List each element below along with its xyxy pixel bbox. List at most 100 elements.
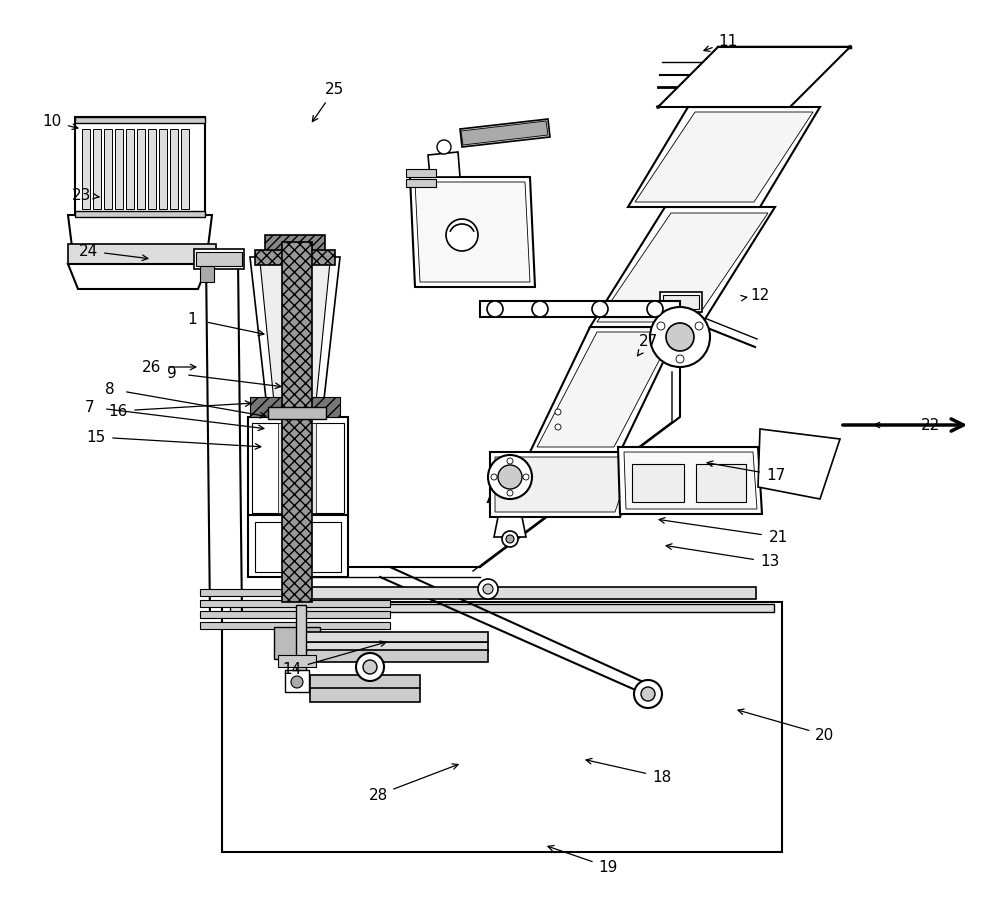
Bar: [248, 417, 348, 517]
Polygon shape: [590, 207, 775, 327]
Text: 28: 28: [368, 787, 388, 803]
Bar: [632, 464, 684, 502]
Bar: [93, 129, 101, 209]
Text: 27: 27: [638, 335, 658, 349]
Bar: [126, 129, 134, 209]
Bar: [82, 129, 90, 209]
Bar: [104, 129, 112, 209]
Polygon shape: [68, 264, 208, 289]
Bar: [278, 655, 316, 667]
Bar: [194, 249, 244, 269]
Polygon shape: [260, 262, 330, 412]
Bar: [268, 407, 326, 419]
Circle shape: [291, 676, 303, 688]
Circle shape: [356, 653, 384, 681]
Polygon shape: [490, 452, 640, 517]
Circle shape: [555, 424, 561, 430]
Polygon shape: [410, 177, 535, 287]
Bar: [68, 244, 216, 264]
Text: 18: 18: [652, 769, 672, 785]
Bar: [278, 423, 316, 513]
Circle shape: [491, 474, 497, 480]
Bar: [75, 211, 205, 217]
Bar: [298, 642, 488, 652]
Text: 23: 23: [72, 188, 92, 202]
Circle shape: [437, 140, 451, 154]
Bar: [137, 129, 145, 209]
Polygon shape: [495, 457, 634, 512]
Text: 10: 10: [42, 114, 62, 130]
Polygon shape: [250, 257, 340, 417]
Text: 7: 7: [85, 399, 95, 414]
Circle shape: [363, 660, 377, 674]
Bar: [222, 602, 782, 852]
Bar: [115, 129, 123, 209]
Bar: [75, 117, 205, 217]
Bar: [200, 600, 390, 607]
Bar: [296, 587, 756, 599]
Bar: [230, 604, 774, 612]
Circle shape: [695, 322, 703, 330]
Circle shape: [446, 219, 478, 251]
Text: 9: 9: [167, 366, 177, 381]
Polygon shape: [415, 182, 530, 282]
Bar: [282, 242, 312, 602]
Text: 21: 21: [768, 530, 788, 544]
Circle shape: [532, 301, 548, 317]
Circle shape: [634, 680, 662, 708]
Bar: [406, 179, 436, 187]
Bar: [663, 295, 699, 309]
Bar: [170, 129, 178, 209]
Bar: [148, 129, 156, 209]
Polygon shape: [460, 119, 550, 147]
Bar: [255, 522, 341, 572]
Bar: [310, 675, 420, 689]
Polygon shape: [493, 480, 564, 499]
Polygon shape: [658, 47, 850, 107]
Text: 11: 11: [718, 34, 738, 50]
Bar: [660, 292, 702, 312]
Bar: [480, 301, 680, 317]
Circle shape: [592, 301, 608, 317]
Circle shape: [487, 301, 503, 317]
Polygon shape: [250, 397, 340, 417]
Text: 8: 8: [105, 382, 115, 396]
Polygon shape: [428, 152, 460, 177]
Bar: [75, 117, 205, 123]
Polygon shape: [68, 215, 212, 247]
Bar: [285, 670, 309, 692]
Circle shape: [650, 307, 710, 367]
Circle shape: [483, 584, 493, 594]
Bar: [406, 169, 436, 177]
Bar: [159, 129, 167, 209]
Circle shape: [676, 355, 684, 363]
Bar: [255, 250, 335, 265]
Bar: [200, 589, 390, 596]
Bar: [200, 622, 390, 629]
Circle shape: [523, 474, 529, 480]
Text: 16: 16: [108, 404, 128, 418]
Polygon shape: [461, 121, 548, 145]
Text: 22: 22: [920, 417, 940, 433]
Text: 19: 19: [598, 860, 618, 874]
Polygon shape: [635, 112, 813, 202]
Circle shape: [507, 490, 513, 496]
Text: 25: 25: [325, 82, 345, 96]
Bar: [298, 650, 488, 662]
Bar: [248, 515, 348, 577]
Circle shape: [502, 531, 518, 547]
Text: 12: 12: [750, 288, 770, 303]
Polygon shape: [494, 517, 526, 537]
Bar: [252, 423, 344, 513]
Polygon shape: [628, 107, 820, 207]
Bar: [265, 235, 325, 257]
Circle shape: [498, 465, 522, 489]
Circle shape: [641, 687, 655, 701]
Polygon shape: [537, 332, 674, 447]
Bar: [200, 611, 390, 618]
Bar: [181, 129, 189, 209]
Circle shape: [478, 579, 498, 599]
Text: 26: 26: [142, 359, 162, 375]
Circle shape: [488, 455, 532, 499]
Bar: [274, 627, 320, 659]
